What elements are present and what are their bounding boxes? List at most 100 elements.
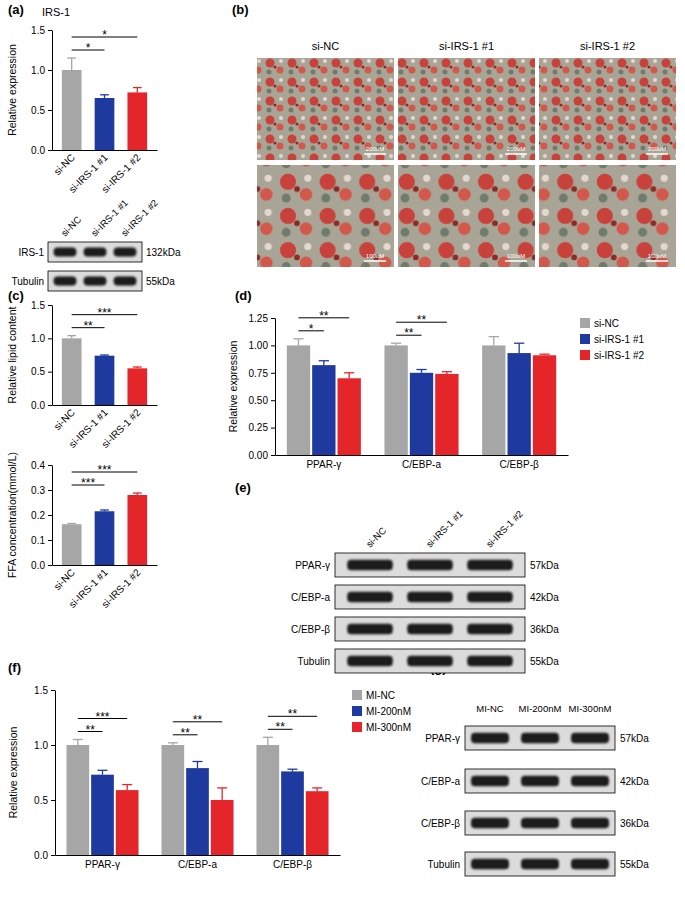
y-tick-label: 1.0: [31, 65, 45, 76]
error-bar-cap: [67, 523, 76, 524]
bar: [127, 92, 147, 150]
y-tick-mark: [48, 30, 52, 31]
scale-bar-label: 200uM: [648, 146, 666, 152]
blot-band: [347, 592, 393, 603]
x-tick: C/EBP-β: [273, 859, 312, 870]
blot-strip: [335, 649, 525, 673]
y-tick: 1.5: [31, 25, 52, 36]
error-bar: [391, 343, 401, 345]
y-tick-label: 0.1: [31, 535, 45, 546]
y-tick-mark: [48, 405, 52, 406]
y-tick-mark: [51, 855, 55, 856]
x-tick-label: C/EBP-β: [273, 859, 312, 870]
y-tick-label: 0.0: [34, 850, 48, 861]
error-bar-cap: [193, 761, 203, 762]
panel-label: (a): [8, 2, 24, 17]
error-bar: [67, 58, 76, 70]
significance-label: ***: [95, 710, 109, 724]
blot-strip: [335, 553, 525, 577]
error-bar: [133, 367, 142, 368]
x-axis-line: [53, 150, 158, 151]
scale-bar-label: 100uM: [366, 253, 384, 259]
error-bar-cap: [442, 371, 452, 372]
y-tick-mark: [271, 373, 275, 374]
micrograph: [398, 165, 535, 267]
significance-label: *: [86, 41, 91, 55]
x-tick-label: si-IRS-1 #2: [99, 406, 142, 449]
x-axis-line: [53, 405, 158, 406]
error-bar-stem: [77, 740, 78, 746]
x-axis: PPAR-γC/EBP-aC/EBP-β: [56, 856, 341, 871]
x-tick: C/EBP-a: [402, 459, 441, 470]
plot-marks: [287, 337, 556, 455]
panel-label: (b): [232, 2, 249, 17]
y-tick-label: 1.5: [31, 25, 45, 36]
x-axis-line: [276, 455, 569, 456]
significance-label: **: [275, 720, 285, 734]
y-tick: 0.0: [31, 560, 52, 571]
blot-band: [467, 592, 513, 603]
error-bar-stem: [197, 762, 198, 769]
y-tick-mark: [51, 745, 55, 746]
error-bar-stem: [519, 343, 520, 353]
x-tick: C/EBP-a: [178, 859, 217, 870]
error-bar-cap: [98, 770, 108, 771]
significance-label: ***: [97, 306, 111, 320]
y-axis-line: [52, 31, 53, 151]
bar: [338, 378, 361, 455]
blot-band: [521, 733, 559, 744]
legend-label: si-IRS-1 #1: [594, 334, 644, 345]
y-axis-title: Relative lipid content: [6, 306, 18, 403]
y-tick-label: 0.0: [31, 560, 45, 571]
y-tick-mark: [48, 338, 52, 339]
image-panel: si-NC200uM100uMsi-IRS-1 #1200uM100uMsi-I…: [257, 40, 676, 267]
y-tick-mark: [51, 690, 55, 691]
bar: [161, 745, 184, 855]
bar-chart: 0.00.51.01.5si-NCsi-IRS-1 #1si-IRS-1 #2*…: [6, 6, 158, 195]
panel-label: (e): [235, 480, 251, 495]
x-axis: si-NCsi-IRS-1 #1si-IRS-1 #2: [52, 406, 158, 450]
error-bar: [514, 343, 524, 353]
x-tick: si-IRS-1 #2: [99, 151, 142, 194]
lane-label: MI-NC: [476, 703, 504, 714]
y-tick: 0.25: [249, 422, 275, 433]
legend: MI-NCMI-200nMMI-300nM: [352, 690, 411, 733]
y-tick: 1.0: [31, 333, 52, 344]
blot-band: [521, 776, 559, 787]
blot-band: [471, 818, 509, 829]
bar: [62, 70, 82, 150]
error-bar-cap: [133, 87, 142, 88]
bar-chart: 0.000.250.500.751.001.25PPAR-γC/EBP-aC/E…: [227, 309, 644, 470]
error-bar: [67, 523, 76, 525]
y-tick-mark: [271, 345, 275, 346]
y-tick-mark: [48, 110, 52, 111]
x-tick-label: si-IRS-1 #2: [99, 566, 142, 609]
y-tick-mark: [48, 515, 52, 516]
y-tick-label: 0.5: [31, 105, 45, 116]
protein-label: C/EBP-β: [421, 818, 460, 829]
micrograph: [257, 165, 394, 267]
blot-band: [84, 277, 107, 286]
protein-label: C/EBP-a: [291, 592, 330, 603]
y-tick: 0.75: [249, 368, 275, 379]
error-bar-cap: [73, 739, 83, 740]
blot-band: [571, 859, 609, 870]
error-bar: [416, 370, 426, 373]
size-label: 55kDa: [620, 859, 649, 870]
y-tick-mark: [271, 455, 275, 456]
bar: [306, 791, 329, 855]
size-label: 57kDa: [620, 733, 649, 744]
size-label: 55kDa: [146, 276, 175, 287]
blot-band: [521, 859, 559, 870]
scale-bar: [364, 153, 386, 155]
legend-label: si-NC: [594, 318, 619, 329]
lane-label: si-IRS-1 #1: [424, 508, 465, 549]
lane-label: si-NC: [59, 214, 84, 239]
x-tick-label: si-NC: [52, 407, 77, 432]
scale-bar-label: 100uM: [648, 253, 666, 259]
size-label: 132kDa: [146, 247, 181, 258]
y-tick-label: 0.00: [249, 450, 269, 461]
image-column-label: si-IRS-1 #2: [580, 40, 635, 52]
error-bar: [263, 737, 273, 745]
y-tick-mark: [51, 800, 55, 801]
